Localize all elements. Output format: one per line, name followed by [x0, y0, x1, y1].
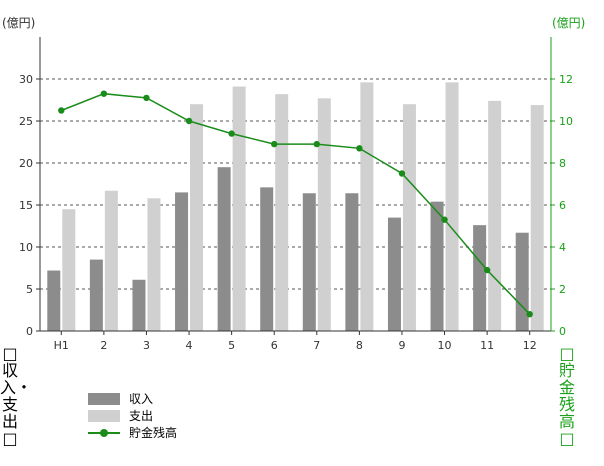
right-tick-label: 4: [559, 241, 566, 254]
right-tick-label: 10: [559, 115, 573, 128]
x-tick-label: 4: [186, 339, 193, 352]
bar-expense: [62, 209, 76, 331]
bar-expense: [275, 94, 289, 332]
right-unit-label: (億円): [552, 16, 585, 30]
left-tick-label: 10: [19, 241, 33, 254]
plot-area: [40, 37, 551, 331]
legend-swatch-expense: [88, 409, 120, 422]
bar-income: [47, 270, 61, 331]
x-tick-label: 3: [143, 339, 150, 352]
point-savings: [526, 311, 533, 318]
point-savings: [398, 170, 406, 177]
bar-expense: [317, 98, 331, 331]
bar-income: [345, 193, 359, 331]
point-savings: [143, 94, 150, 102]
legend-label-income: 収入: [129, 392, 154, 406]
bar-expense: [445, 82, 459, 331]
bar-income: [175, 192, 189, 331]
x-tick-label: 12: [523, 339, 537, 352]
left-tick-label: 30: [19, 73, 33, 86]
x-tick-label: 7: [313, 339, 320, 352]
bar-expense: [360, 82, 374, 331]
legend: 収入 支出 貯金残高: [88, 390, 177, 441]
left-unit-label: (億円): [2, 16, 35, 30]
legend-item-income: 収入: [88, 390, 177, 407]
point-savings: [228, 130, 235, 137]
bar-expense: [147, 198, 161, 331]
left-tick-label: 5: [26, 283, 33, 296]
bar-expense: [232, 86, 246, 331]
x-tick-label: 6: [271, 339, 278, 352]
x-tick-label: 10: [438, 339, 452, 352]
legend-item-expense: 支出: [88, 407, 177, 424]
x-tick-label: 5: [228, 339, 235, 352]
bar-expense: [402, 104, 416, 331]
legend-swatch-income: [88, 392, 120, 405]
line-savings: [61, 92, 531, 315]
right-axis-title: □貯金残高□: [558, 344, 575, 448]
right-tick-label: 12: [559, 73, 573, 86]
legend-label-expense: 支出: [129, 409, 154, 423]
left-tick-label: 20: [19, 157, 33, 170]
x-tick-label: 8: [356, 339, 363, 352]
bar-expense: [104, 190, 118, 331]
left-tick-label: 0: [26, 325, 33, 338]
point-savings: [100, 90, 108, 97]
bar-income: [89, 259, 103, 331]
x-tick-label: H1: [54, 339, 69, 352]
point-savings: [441, 216, 448, 223]
right-tick-label: 0: [559, 325, 566, 338]
legend-label-savings: 貯金残高: [129, 426, 178, 440]
point-savings: [483, 266, 491, 274]
point-savings: [313, 140, 320, 148]
right-tick-label: 6: [559, 199, 566, 212]
legend-swatch-savings: [88, 427, 120, 439]
x-tick-label: 2: [100, 339, 107, 352]
point-savings: [58, 107, 65, 114]
x-tick-label: 11: [480, 339, 494, 352]
point-savings: [185, 117, 193, 125]
bar-income: [217, 167, 231, 331]
legend-item-savings: 貯金残高: [88, 424, 177, 441]
point-savings: [356, 145, 363, 152]
bar-income: [430, 201, 444, 331]
left-tick-label: 25: [19, 115, 33, 128]
bar-expense: [530, 105, 544, 331]
left-tick-label: 15: [19, 199, 33, 212]
right-tick-label: 8: [559, 157, 566, 170]
bar-expense: [488, 100, 502, 331]
bar-expense: [190, 104, 204, 331]
bar-income: [515, 232, 529, 331]
bar-income: [302, 193, 316, 331]
left-axis-title: □収入・支出□: [0, 344, 33, 448]
bar-income: [387, 217, 401, 331]
bar-income: [260, 187, 274, 331]
point-savings: [271, 140, 278, 148]
x-tick-label: 9: [398, 339, 405, 352]
bar-income: [473, 225, 487, 331]
right-tick-label: 2: [559, 283, 566, 296]
bar-income: [132, 279, 146, 331]
